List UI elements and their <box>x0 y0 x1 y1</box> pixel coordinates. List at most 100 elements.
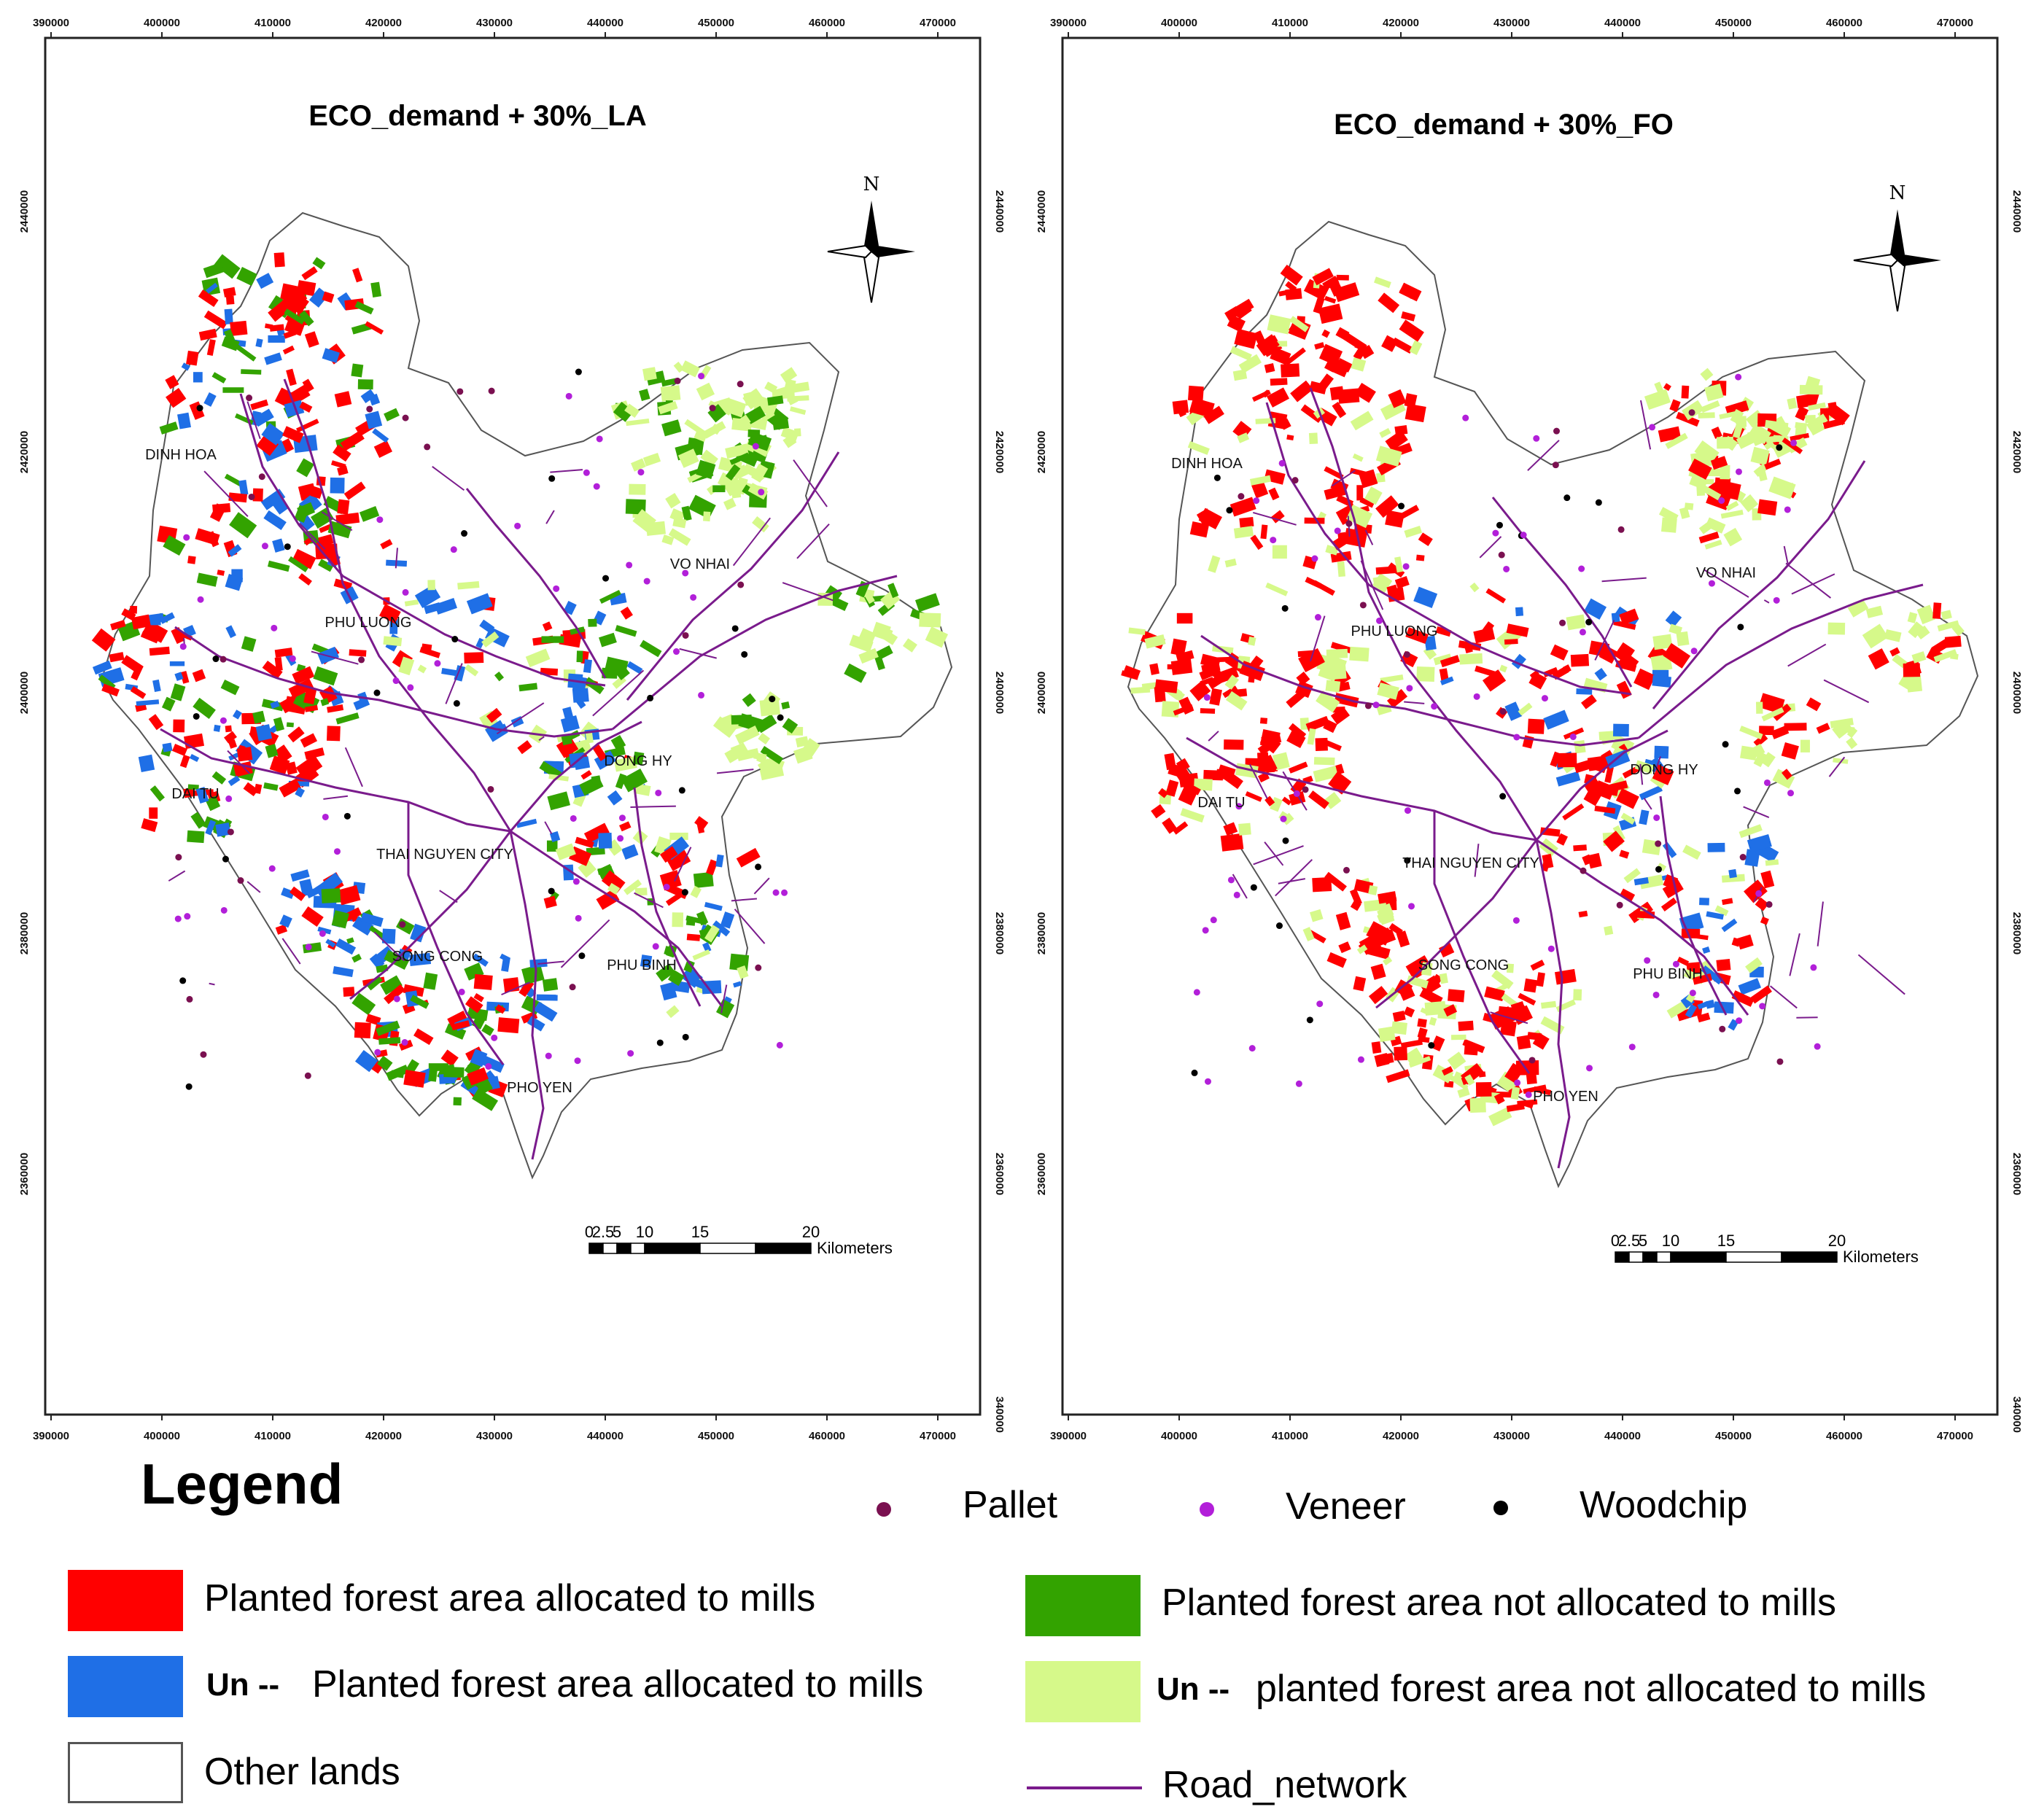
forest-patch <box>1224 739 1244 750</box>
forest-patch <box>1170 658 1193 675</box>
road-line <box>174 626 613 738</box>
forest-patch <box>1208 555 1221 573</box>
forest-patch <box>1511 653 1526 669</box>
road-line <box>545 510 555 524</box>
forest-patch <box>295 787 306 798</box>
veneer-mill-point <box>305 944 312 951</box>
place-names: DINH HOA VO NHAI PHU LUONG DAI TU DONG HY THA… <box>1171 456 1756 1105</box>
forest-patch <box>704 901 723 911</box>
forest-patch <box>738 414 751 427</box>
forest-patch <box>1303 279 1329 301</box>
veneer-mill-point <box>184 913 191 920</box>
forest-patch <box>1418 532 1433 546</box>
forest-patch <box>486 707 502 723</box>
forest-patch <box>1562 803 1585 821</box>
road-line <box>1535 729 1668 841</box>
forest-patch <box>1787 437 1808 454</box>
forest-patch <box>919 612 941 628</box>
forest-patch <box>304 747 325 760</box>
forest-patch <box>1504 701 1523 721</box>
forest-patch <box>1413 586 1438 609</box>
forest-patch <box>296 280 316 297</box>
forest-patch <box>370 281 382 298</box>
x-tick-label-bottom: 460000 <box>809 1430 845 1442</box>
scale-segment <box>1615 1251 1630 1263</box>
road-line <box>1783 545 1789 564</box>
forest-patch <box>1325 680 1341 693</box>
forest-patch <box>539 761 562 779</box>
road-line <box>550 469 583 473</box>
road-line <box>1479 536 1502 559</box>
woodchip-mill-point <box>1737 623 1744 631</box>
forest-patch <box>1378 1026 1396 1043</box>
forest-patch <box>1316 690 1340 713</box>
road-line <box>1638 583 1924 739</box>
forest-patch <box>1944 635 1962 648</box>
forest-patch <box>1493 1092 1505 1105</box>
forest-patch <box>737 747 760 761</box>
veneer-mill-point <box>1278 459 1286 467</box>
forest-patch <box>172 744 187 756</box>
forest-patch <box>661 419 682 437</box>
forest-patch <box>525 648 551 668</box>
forest-patch <box>615 625 637 637</box>
forest-patch <box>1308 929 1326 944</box>
forest-patch <box>1652 674 1671 688</box>
forest-patch <box>255 724 273 742</box>
forest-patch <box>1338 941 1351 954</box>
forest-patch <box>1721 874 1745 883</box>
forest-patch <box>183 787 195 798</box>
forest-patch <box>1330 642 1355 655</box>
y-tick-label-right: 2420000 <box>2010 431 2023 473</box>
forest-patch <box>1373 276 1391 289</box>
forest-patch <box>1720 464 1730 480</box>
veneer-mill-point <box>758 489 765 496</box>
forest-patch <box>447 1011 468 1028</box>
forest-patch <box>1464 1074 1475 1086</box>
forest-patch <box>1574 739 1586 754</box>
scale-segment <box>1642 1251 1658 1263</box>
forest-patch <box>1440 676 1454 685</box>
forest-patch <box>1286 688 1308 709</box>
forest-patch <box>193 697 216 719</box>
forest-patch <box>1221 769 1243 790</box>
veneer-mill-point <box>583 469 590 476</box>
forest-patch <box>902 638 917 653</box>
forest-patch <box>624 403 640 419</box>
forest-patch <box>1530 960 1545 971</box>
forest-patch <box>598 833 613 849</box>
forest-patch <box>451 1020 470 1031</box>
x-tick-label-top: 450000 <box>1715 17 1752 29</box>
y-tick-label-right: 2360000 <box>2010 1153 2023 1195</box>
veneer-mill-point <box>1492 529 1499 537</box>
forest-patch <box>782 378 796 397</box>
forest-patch <box>634 887 648 896</box>
forest-patch <box>1697 1012 1711 1023</box>
forest-patch <box>685 919 696 926</box>
place-name: PHU LUONG <box>1351 623 1438 639</box>
road-line <box>731 898 758 902</box>
pallet-mill-point <box>175 854 182 861</box>
forest-patch <box>1761 707 1784 722</box>
forest-patch <box>712 485 726 493</box>
north-arrow-point <box>863 250 880 303</box>
forest-patch <box>1323 719 1337 734</box>
forest-patch <box>723 477 744 497</box>
road-line <box>168 870 186 882</box>
forest-patch <box>1764 458 1782 470</box>
forest-patch <box>1755 897 1769 911</box>
forest-patch <box>1417 1018 1427 1028</box>
forest-patch <box>1504 639 1518 645</box>
y-tick-label-left: 2420000 <box>18 431 31 473</box>
forest-patch <box>599 632 617 648</box>
forest-patch <box>453 1097 462 1106</box>
forest-patch <box>1323 654 1348 675</box>
forest-patch <box>193 372 203 383</box>
road-line <box>298 522 326 550</box>
veneer-mill-point <box>1810 964 1817 971</box>
forest-patch <box>1787 397 1798 410</box>
forest-patch <box>465 996 483 1014</box>
veneer-mill-point <box>393 995 400 1003</box>
forest-patch <box>1750 985 1772 1004</box>
